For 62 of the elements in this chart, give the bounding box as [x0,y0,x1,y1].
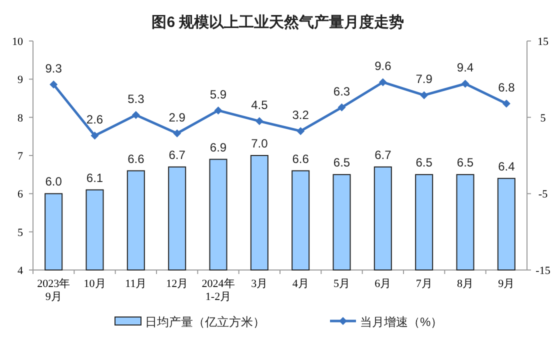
data-label: 6.7 [374,148,392,162]
point [502,100,510,108]
data-label: 9.3 [45,62,62,76]
data-label: 6.0 [45,174,62,189]
y-tick-label: 7 [18,150,24,162]
y-tick-label: 10 [12,36,24,48]
x-tick-label: 2023年 9月 [37,278,70,304]
y2-tick-label: -15 [536,265,551,277]
y-tick-label: 5 [18,226,24,239]
data-label: 7.9 [416,72,433,86]
point [420,91,428,100]
data-label: 9.4 [456,60,474,75]
point [461,80,470,88]
x-tick-label: 11月 [125,278,147,290]
legend-label: 日均产量（亿立方米） [145,315,265,329]
point [338,103,346,112]
y-tick-label: 6 [18,188,24,201]
data-label: 6.3 [333,84,350,98]
data-label: 6.4 [498,159,516,174]
data-label: 6.5 [416,156,433,170]
x-tick-label: 6月 [374,278,392,290]
data-label: 6.9 [210,140,227,154]
data-label: 6.8 [498,80,516,95]
point [132,111,140,120]
data-label: 5.3 [128,92,145,106]
x-tick-label: 3月 [251,278,268,290]
data-label: 2.6 [86,112,104,127]
point [378,78,387,86]
data-label: 4.5 [251,98,268,112]
y-tick-label: 4 [18,265,24,277]
data-label: 2.9 [168,110,186,124]
y2-tick-label: 15 [538,36,549,48]
data-label: 9.6 [374,59,392,74]
legend-label: 当月增速（%） [360,315,443,329]
y-tick-label: 8 [18,112,24,124]
point [255,117,264,126]
point [296,127,305,136]
x-tick-label: 12月 [166,278,188,290]
data-label: 6.6 [128,152,145,166]
data-label: 3.2 [292,108,310,122]
point [214,106,222,114]
data-label: 7.0 [251,136,268,150]
data-label: 6.6 [292,152,310,166]
x-tick-label: 4月 [292,278,309,290]
chart-title: 图6 规模以上工业天然气产量月度走势 [152,13,404,31]
y2-tick-label: 5 [540,112,546,124]
point [173,129,182,138]
point [90,132,99,140]
x-tick-label: 8月 [457,278,474,290]
y2-tick-label: -5 [538,188,548,201]
data-label: 5.9 [210,87,227,102]
x-tick-label: 2024年 1-2月 [202,278,235,304]
data-label: 6.1 [86,170,104,185]
x-tick-label: 10月 [84,278,106,290]
x-tick-label: 5月 [334,278,350,290]
data-label: 6.5 [456,156,474,170]
data-label: 6.7 [168,148,186,162]
point [50,80,58,89]
x-tick-label: 9月 [498,278,515,290]
data-label: 6.5 [333,156,350,170]
y-tick-label: 9 [18,74,24,86]
x-tick-label: 7月 [416,278,432,290]
